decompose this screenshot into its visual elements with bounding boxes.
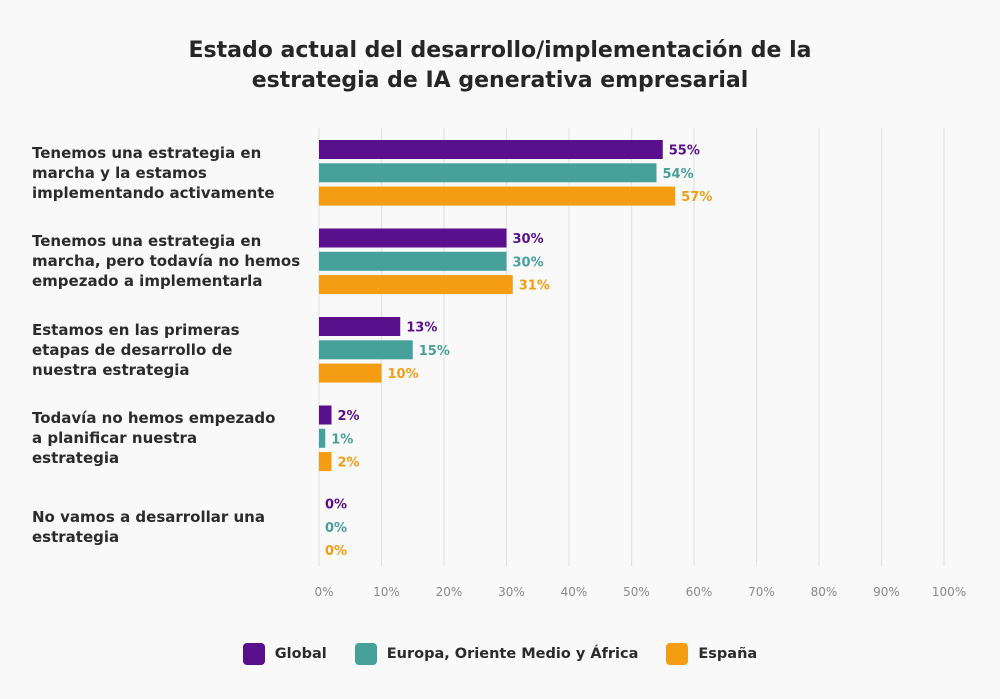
- legend-swatch-emea: [354, 643, 377, 665]
- value-label: 10%: [388, 367, 419, 382]
- bar: [319, 452, 332, 472]
- legend: Global Europa, Oriente Medio y África Es…: [0, 643, 1000, 665]
- category-label: No vamos a desarrollar una estrategia: [32, 507, 302, 547]
- category-label-line: marcha y la estamos: [32, 163, 207, 182]
- bar: [319, 275, 513, 295]
- category-label-line: No vamos a desarrollar una: [32, 507, 265, 526]
- value-label: 1%: [331, 432, 353, 447]
- x-tick-label: 10%: [373, 585, 400, 599]
- x-tick-label: 80%: [811, 585, 838, 599]
- value-label: 57%: [681, 190, 712, 205]
- category-label: Estamos en las primeras etapas de desarro…: [32, 320, 302, 380]
- x-tick-label: 90%: [873, 585, 900, 599]
- category-label-line: implementando activamente: [32, 183, 275, 202]
- legend-label-emea: Europa, Oriente Medio y África: [386, 646, 639, 662]
- x-tick-label: 50%: [623, 585, 650, 599]
- value-label: 0%: [325, 521, 347, 536]
- category-label-line: Tenemos una estrategia en: [32, 143, 262, 162]
- x-tick-label: 100%: [932, 585, 966, 599]
- bars: [319, 140, 676, 472]
- x-tick-label: 70%: [748, 585, 775, 599]
- value-label: 0%: [325, 544, 347, 559]
- bar: [319, 317, 401, 336]
- legend-label-espana: España: [698, 646, 758, 662]
- bar: [319, 228, 507, 248]
- category-label-line: etapas de desarrollo de: [32, 340, 233, 359]
- legend-item-global: Global: [242, 643, 327, 665]
- category-label: Todavía no hemos empezado a planificar nu…: [32, 408, 302, 468]
- x-tick-label: 30%: [498, 585, 525, 599]
- value-label: 30%: [513, 232, 544, 247]
- category-label-line: Todavía no hemos empezado: [32, 409, 276, 428]
- legend-item-emea: Europa, Oriente Medio y África: [354, 643, 639, 665]
- category-label: Tenemos una estrategia en marcha, pero to…: [32, 231, 302, 291]
- value-label: 31%: [519, 279, 550, 294]
- category-label-line: estrategia: [32, 527, 120, 546]
- legend-label-global: Global: [274, 646, 327, 662]
- value-label: 0%: [325, 498, 347, 513]
- value-label: 13%: [406, 321, 437, 336]
- value-label: 54%: [663, 167, 694, 182]
- value-label: 30%: [513, 255, 544, 270]
- bar: [319, 405, 332, 425]
- chart-title-line-1: Estado actual del desarrollo/implementac…: [188, 38, 812, 63]
- category-label-line: marcha, pero todavía no hemos: [32, 252, 301, 271]
- chart-title-line-2: estrategia de IA generativa empresarial: [251, 68, 749, 93]
- value-label: 15%: [419, 344, 450, 359]
- value-label: 2%: [338, 409, 360, 424]
- category-label: Tenemos una estrategia en marcha y la est…: [32, 143, 302, 203]
- value-labels: 55% 54% 57% 30% 30% 31% 13% 15%10% 2% 1% 2% 0% 0% 0%: [325, 144, 712, 560]
- value-label: 2%: [338, 456, 360, 471]
- bar: [319, 428, 326, 448]
- bar: [319, 186, 676, 206]
- bar: [319, 363, 382, 383]
- legend-item-espana: España: [666, 643, 757, 665]
- bar: [319, 140, 663, 159]
- bar: [319, 163, 657, 183]
- category-label-line: Estamos en las primeras: [32, 320, 240, 339]
- x-tick-label: 40%: [561, 585, 588, 599]
- category-label-line: Tenemos una estrategia en: [32, 232, 262, 251]
- legend-swatch-global: [242, 643, 265, 665]
- legend-swatch-espana: [666, 643, 689, 665]
- chart-title: Estado actual del desarrollo/implementac…: [0, 36, 1000, 96]
- bar: [319, 340, 413, 360]
- category-label-line: empezado a implementarla: [32, 272, 263, 291]
- category-label-line: nuestra estrategia: [32, 360, 190, 379]
- bar: [319, 251, 507, 271]
- x-axis-ticks: 0% 10% 20% 30% 40% 50% 60% 70% 80% 90% 100%: [314, 585, 966, 599]
- category-label-line: estrategia: [32, 449, 120, 468]
- value-label: 55%: [669, 144, 700, 159]
- x-tick-label: 0%: [314, 585, 333, 599]
- category-label-line: a planificar nuestra: [32, 429, 198, 448]
- x-tick-label: 20%: [436, 585, 463, 599]
- x-tick-label: 60%: [686, 585, 713, 599]
